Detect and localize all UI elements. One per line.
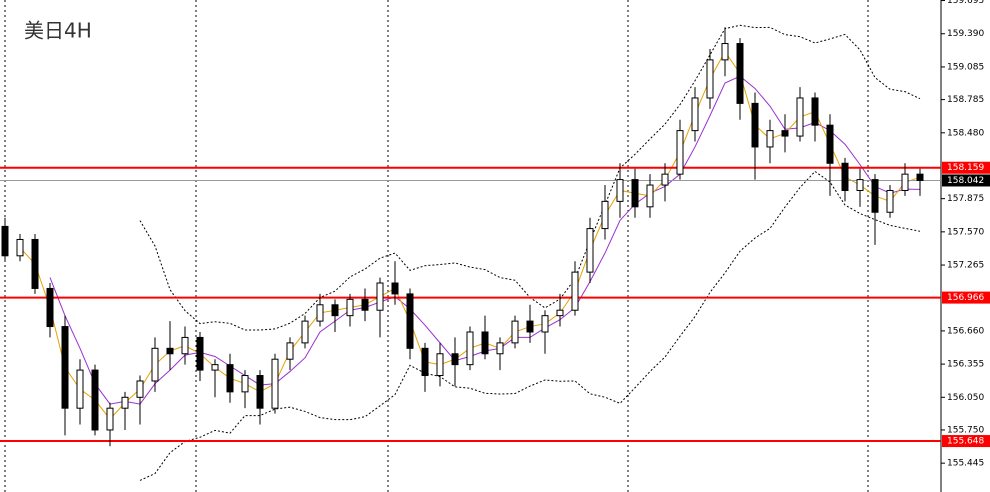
candle-body bbox=[166, 347, 174, 355]
candle-body bbox=[601, 200, 609, 230]
candle-body bbox=[766, 130, 774, 148]
candle-body bbox=[16, 238, 24, 257]
candle-body bbox=[91, 369, 99, 431]
candle-body bbox=[526, 320, 534, 333]
candle-body bbox=[256, 375, 264, 409]
candle-body bbox=[631, 179, 639, 208]
candle-body bbox=[76, 369, 84, 409]
candle-body bbox=[901, 173, 909, 191]
candle-body bbox=[46, 287, 54, 328]
candle-body bbox=[241, 375, 249, 393]
candle-body bbox=[451, 353, 459, 366]
y-tick-label: 158.785 bbox=[947, 95, 984, 105]
bollinger-lower bbox=[139, 170, 921, 481]
candle-body bbox=[736, 43, 744, 104]
candle-body bbox=[211, 364, 219, 371]
candle-body bbox=[706, 59, 714, 99]
candle-body bbox=[721, 43, 729, 61]
candle-body bbox=[496, 342, 504, 355]
candle-body bbox=[331, 304, 339, 317]
level-label-box bbox=[942, 291, 990, 304]
candle-body bbox=[346, 298, 354, 317]
y-tick-label: 156.050 bbox=[947, 393, 984, 403]
candle-body bbox=[916, 173, 924, 181]
candle-body bbox=[586, 228, 594, 273]
candle-body bbox=[406, 293, 414, 349]
candle-body bbox=[646, 184, 654, 208]
last-price-label: 158.042 bbox=[947, 176, 984, 186]
y-tick-label: 156.660 bbox=[947, 326, 984, 336]
y-tick-label: 157.570 bbox=[947, 227, 984, 237]
candle-body bbox=[886, 189, 894, 213]
y-tick-label: 158.480 bbox=[947, 128, 984, 138]
y-tick-label: 155.750 bbox=[947, 425, 984, 435]
candle-body bbox=[661, 173, 669, 186]
y-tick-label: 155.445 bbox=[947, 459, 984, 469]
candle-body bbox=[841, 162, 849, 191]
candle-body bbox=[106, 407, 114, 431]
candle-body bbox=[361, 298, 369, 311]
candle-body bbox=[796, 97, 804, 137]
candle-body bbox=[781, 130, 789, 137]
candle-body bbox=[226, 364, 234, 393]
candle-body bbox=[271, 358, 279, 409]
candle-body bbox=[391, 282, 399, 295]
level-label-box bbox=[942, 161, 990, 174]
candle-body bbox=[436, 353, 444, 377]
level-label: 155.648 bbox=[947, 437, 984, 447]
candle-body bbox=[376, 282, 384, 311]
candle-body bbox=[61, 326, 69, 409]
candle-body bbox=[181, 336, 189, 355]
y-tick-label: 159.085 bbox=[947, 62, 984, 72]
candle-body bbox=[751, 102, 759, 148]
candle-body bbox=[286, 342, 294, 360]
candle-body bbox=[691, 97, 699, 132]
candle-body bbox=[481, 331, 489, 355]
candle-body bbox=[151, 347, 159, 382]
candle-body bbox=[571, 271, 579, 311]
candle-body bbox=[811, 97, 819, 126]
candle-body bbox=[856, 179, 864, 191]
candle-body bbox=[676, 130, 684, 175]
last-price-box bbox=[942, 174, 990, 187]
y-tick-label: 159.695 bbox=[947, 0, 984, 6]
candle-body bbox=[301, 320, 309, 344]
y-tick-label: 157.265 bbox=[947, 261, 984, 271]
candle-body bbox=[871, 179, 879, 213]
candle-body bbox=[556, 309, 564, 317]
candle-body bbox=[196, 336, 204, 371]
candle-body bbox=[511, 320, 519, 344]
candle-body bbox=[1, 225, 9, 257]
candle-body bbox=[826, 124, 834, 164]
candle-body bbox=[31, 238, 39, 289]
level-label-box bbox=[942, 435, 990, 448]
level-label: 156.966 bbox=[947, 293, 984, 303]
candle-body bbox=[136, 380, 144, 398]
candle-body bbox=[121, 396, 129, 409]
y-tick-label: 156.355 bbox=[947, 360, 984, 370]
chart-title: 美日4H bbox=[24, 19, 92, 43]
candle-body bbox=[421, 347, 429, 377]
candle-body bbox=[466, 331, 474, 366]
candle-body bbox=[616, 179, 624, 202]
y-tick-label: 157.875 bbox=[947, 194, 984, 204]
candle-body bbox=[541, 315, 549, 333]
level-label: 158.159 bbox=[947, 163, 984, 173]
candle-body bbox=[316, 304, 324, 322]
y-tick-label: 159.390 bbox=[947, 29, 984, 39]
